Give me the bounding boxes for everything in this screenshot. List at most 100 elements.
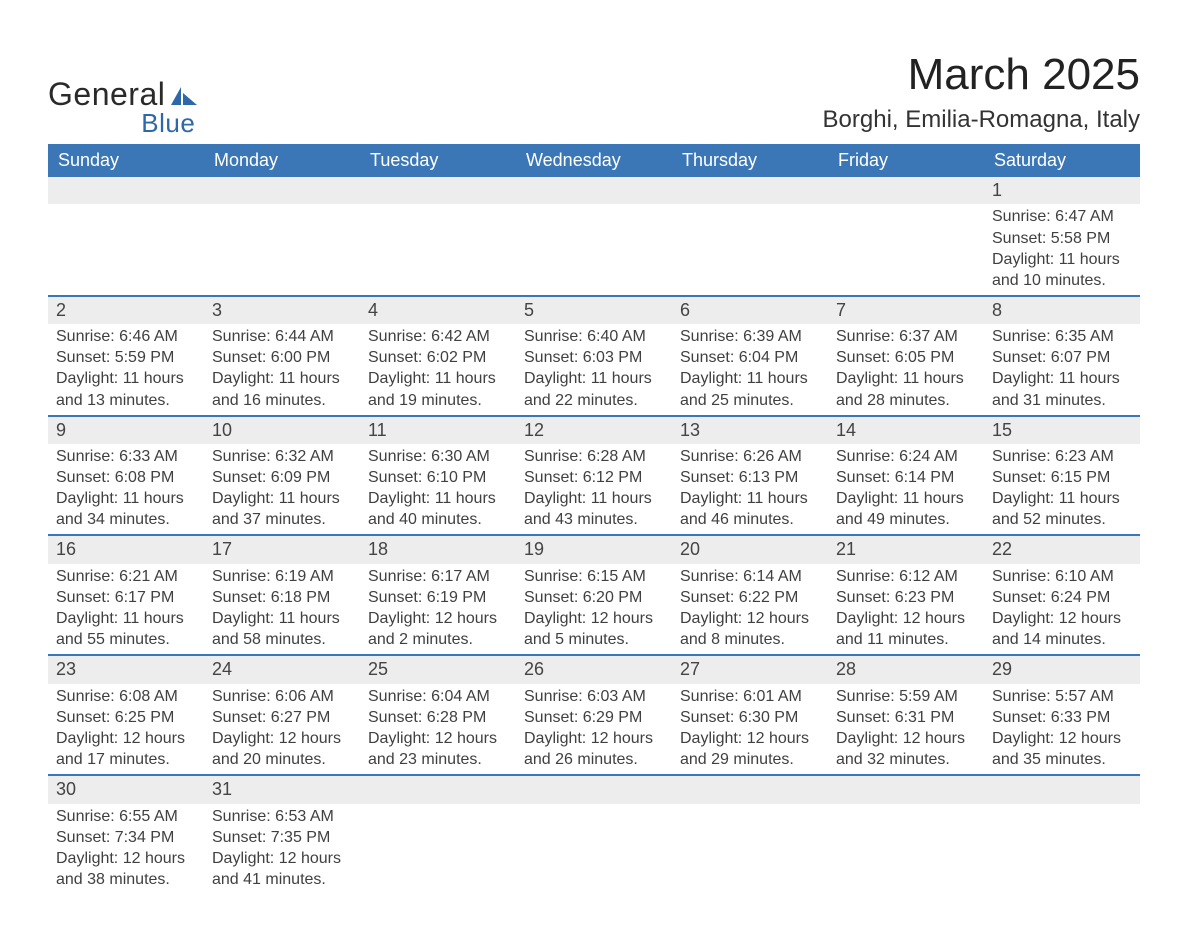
day-number: 25 xyxy=(360,656,516,683)
day-daylight1: Daylight: 12 hours xyxy=(524,608,664,629)
day-daylight1: Daylight: 12 hours xyxy=(368,728,508,749)
day-sunset: Sunset: 6:09 PM xyxy=(212,467,352,488)
day-sunset: Sunset: 6:04 PM xyxy=(680,347,820,368)
day-data: Sunrise: 6:46 AMSunset: 5:59 PMDaylight:… xyxy=(48,324,204,414)
day-number: 1 xyxy=(984,177,1140,204)
day-daylight1: Daylight: 11 hours xyxy=(56,608,196,629)
day-daylight1: Daylight: 11 hours xyxy=(992,488,1132,509)
calendar-cell xyxy=(672,775,828,894)
day-data xyxy=(672,204,828,280)
day-daylight2: and 34 minutes. xyxy=(56,509,196,530)
day-data: Sunrise: 6:35 AMSunset: 6:07 PMDaylight:… xyxy=(984,324,1140,414)
day-number: 22 xyxy=(984,536,1140,563)
day-data: Sunrise: 6:17 AMSunset: 6:19 PMDaylight:… xyxy=(360,564,516,654)
day-number: 18 xyxy=(360,536,516,563)
day-daylight1: Daylight: 11 hours xyxy=(680,368,820,389)
day-daylight2: and 23 minutes. xyxy=(368,749,508,770)
day-number: 3 xyxy=(204,297,360,324)
day-sunset: Sunset: 6:30 PM xyxy=(680,707,820,728)
day-daylight2: and 2 minutes. xyxy=(368,629,508,650)
day-daylight2: and 40 minutes. xyxy=(368,509,508,530)
location: Borghi, Emilia-Romagna, Italy xyxy=(823,106,1140,134)
day-daylight2: and 49 minutes. xyxy=(836,509,976,530)
col-saturday: Saturday xyxy=(984,144,1140,177)
day-number xyxy=(984,776,1140,803)
day-daylight1: Daylight: 11 hours xyxy=(836,368,976,389)
day-sunrise: Sunrise: 6:10 AM xyxy=(992,566,1132,587)
day-sunset: Sunset: 7:35 PM xyxy=(212,827,352,848)
day-sunset: Sunset: 6:14 PM xyxy=(836,467,976,488)
calendar-cell xyxy=(828,775,984,894)
day-daylight2: and 38 minutes. xyxy=(56,869,196,890)
day-daylight1: Daylight: 12 hours xyxy=(212,848,352,869)
day-number xyxy=(516,177,672,204)
month-title: March 2025 xyxy=(823,50,1140,100)
day-number: 15 xyxy=(984,417,1140,444)
day-number: 21 xyxy=(828,536,984,563)
day-sunset: Sunset: 6:29 PM xyxy=(524,707,664,728)
day-sunset: Sunset: 6:33 PM xyxy=(992,707,1132,728)
day-daylight1: Daylight: 12 hours xyxy=(836,728,976,749)
calendar-cell: 12Sunrise: 6:28 AMSunset: 6:12 PMDayligh… xyxy=(516,416,672,536)
day-daylight2: and 14 minutes. xyxy=(992,629,1132,650)
day-daylight2: and 55 minutes. xyxy=(56,629,196,650)
calendar-cell: 5Sunrise: 6:40 AMSunset: 6:03 PMDaylight… xyxy=(516,296,672,416)
day-daylight1: Daylight: 11 hours xyxy=(56,368,196,389)
calendar-cell xyxy=(672,177,828,296)
title-block: March 2025 Borghi, Emilia-Romagna, Italy xyxy=(823,50,1140,144)
day-data xyxy=(204,204,360,280)
day-sunset: Sunset: 6:05 PM xyxy=(836,347,976,368)
col-monday: Monday xyxy=(204,144,360,177)
calendar-cell: 6Sunrise: 6:39 AMSunset: 6:04 PMDaylight… xyxy=(672,296,828,416)
day-number: 5 xyxy=(516,297,672,324)
day-sunset: Sunset: 6:13 PM xyxy=(680,467,820,488)
calendar-week: 1Sunrise: 6:47 AMSunset: 5:58 PMDaylight… xyxy=(48,177,1140,296)
day-daylight1: Daylight: 11 hours xyxy=(992,368,1132,389)
day-data: Sunrise: 6:24 AMSunset: 6:14 PMDaylight:… xyxy=(828,444,984,534)
col-sunday: Sunday xyxy=(48,144,204,177)
day-daylight2: and 46 minutes. xyxy=(680,509,820,530)
day-sunrise: Sunrise: 6:42 AM xyxy=(368,326,508,347)
day-sunrise: Sunrise: 6:44 AM xyxy=(212,326,352,347)
day-sunrise: Sunrise: 6:14 AM xyxy=(680,566,820,587)
day-number: 20 xyxy=(672,536,828,563)
day-number: 12 xyxy=(516,417,672,444)
day-sunrise: Sunrise: 6:03 AM xyxy=(524,686,664,707)
header: General Blue March 2025 Borghi, Emilia-R… xyxy=(48,50,1140,144)
day-number xyxy=(48,177,204,204)
day-daylight2: and 26 minutes. xyxy=(524,749,664,770)
day-sunrise: Sunrise: 6:19 AM xyxy=(212,566,352,587)
calendar-week: 9Sunrise: 6:33 AMSunset: 6:08 PMDaylight… xyxy=(48,416,1140,536)
day-daylight2: and 29 minutes. xyxy=(680,749,820,770)
day-sunset: Sunset: 6:00 PM xyxy=(212,347,352,368)
day-data xyxy=(48,204,204,280)
day-daylight1: Daylight: 11 hours xyxy=(992,249,1132,270)
day-sunrise: Sunrise: 6:30 AM xyxy=(368,446,508,467)
day-number: 30 xyxy=(48,776,204,803)
day-data: Sunrise: 6:10 AMSunset: 6:24 PMDaylight:… xyxy=(984,564,1140,654)
day-data: Sunrise: 6:04 AMSunset: 6:28 PMDaylight:… xyxy=(360,684,516,774)
day-number: 4 xyxy=(360,297,516,324)
calendar-cell: 8Sunrise: 6:35 AMSunset: 6:07 PMDaylight… xyxy=(984,296,1140,416)
day-daylight1: Daylight: 12 hours xyxy=(992,728,1132,749)
day-number: 11 xyxy=(360,417,516,444)
day-daylight1: Daylight: 12 hours xyxy=(56,848,196,869)
calendar-cell: 2Sunrise: 6:46 AMSunset: 5:59 PMDaylight… xyxy=(48,296,204,416)
day-sunrise: Sunrise: 6:28 AM xyxy=(524,446,664,467)
calendar-cell: 27Sunrise: 6:01 AMSunset: 6:30 PMDayligh… xyxy=(672,655,828,775)
day-number: 29 xyxy=(984,656,1140,683)
calendar-cell: 20Sunrise: 6:14 AMSunset: 6:22 PMDayligh… xyxy=(672,535,828,655)
day-sunrise: Sunrise: 6:24 AM xyxy=(836,446,976,467)
day-daylight1: Daylight: 12 hours xyxy=(524,728,664,749)
day-sunrise: Sunrise: 6:17 AM xyxy=(368,566,508,587)
day-number: 16 xyxy=(48,536,204,563)
day-data: Sunrise: 6:44 AMSunset: 6:00 PMDaylight:… xyxy=(204,324,360,414)
day-sunrise: Sunrise: 6:37 AM xyxy=(836,326,976,347)
day-daylight2: and 31 minutes. xyxy=(992,390,1132,411)
day-number xyxy=(672,776,828,803)
day-number: 13 xyxy=(672,417,828,444)
calendar-cell xyxy=(516,775,672,894)
calendar-cell: 19Sunrise: 6:15 AMSunset: 6:20 PMDayligh… xyxy=(516,535,672,655)
day-data: Sunrise: 6:19 AMSunset: 6:18 PMDaylight:… xyxy=(204,564,360,654)
day-daylight1: Daylight: 11 hours xyxy=(524,368,664,389)
